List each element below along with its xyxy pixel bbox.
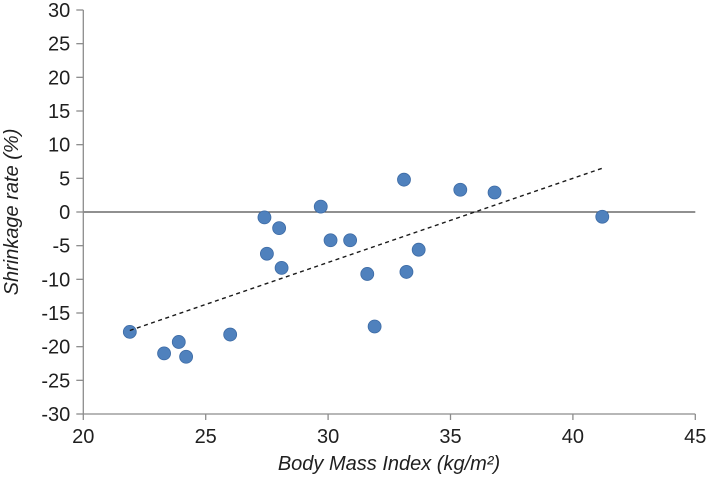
data-point xyxy=(171,335,186,349)
x-tick-label: 35 xyxy=(439,426,461,448)
data-point xyxy=(272,221,287,236)
y-tick-label: -25 xyxy=(41,370,70,392)
x-tick-label: 30 xyxy=(317,426,339,448)
data-point xyxy=(223,327,238,342)
trend-line xyxy=(129,167,603,332)
y-tick-label: 25 xyxy=(48,34,70,56)
data-point xyxy=(595,209,610,224)
y-tick-label: 20 xyxy=(48,67,70,89)
data-point xyxy=(453,182,468,197)
x-tick-label: 25 xyxy=(195,426,217,448)
y-tick-label: 10 xyxy=(48,135,70,157)
data-point xyxy=(411,242,426,257)
data-point xyxy=(487,185,502,200)
x-tick-label: 20 xyxy=(72,426,94,448)
data-point xyxy=(257,210,272,225)
data-point xyxy=(360,267,375,281)
x-tick-label: 45 xyxy=(684,426,706,448)
data-point xyxy=(157,346,171,361)
y-tick-label: 5 xyxy=(59,168,70,190)
data-point xyxy=(274,260,289,275)
data-point xyxy=(323,233,338,248)
y-tick-label: 15 xyxy=(48,101,70,123)
data-point xyxy=(399,265,414,279)
y-tick-label: -30 xyxy=(41,404,70,426)
data-point xyxy=(397,172,411,187)
y-axis-title: Shrinkage rate (%) xyxy=(1,129,23,296)
y-tick-label: -5 xyxy=(53,236,71,258)
x-tick-label: 40 xyxy=(562,426,584,448)
data-point xyxy=(122,324,137,339)
plot-area: 20 25 30 35 40 45 30 25 20 15 10 5 0 -5 -10 -15 -20 -25 -3… xyxy=(41,0,706,448)
data-point xyxy=(179,349,194,364)
y-tick-label: -20 xyxy=(41,337,70,359)
data-point xyxy=(259,246,274,261)
y-tick-label: 0 xyxy=(59,202,70,224)
y-tick-label: -10 xyxy=(41,269,70,291)
y-tick-label: 30 xyxy=(48,0,70,22)
data-point xyxy=(343,233,358,248)
data-point xyxy=(313,199,328,214)
y-tick-label: -15 xyxy=(41,303,70,325)
data-point xyxy=(367,319,382,334)
x-axis-title: Body Mass Index (kg/m²) xyxy=(278,453,500,475)
